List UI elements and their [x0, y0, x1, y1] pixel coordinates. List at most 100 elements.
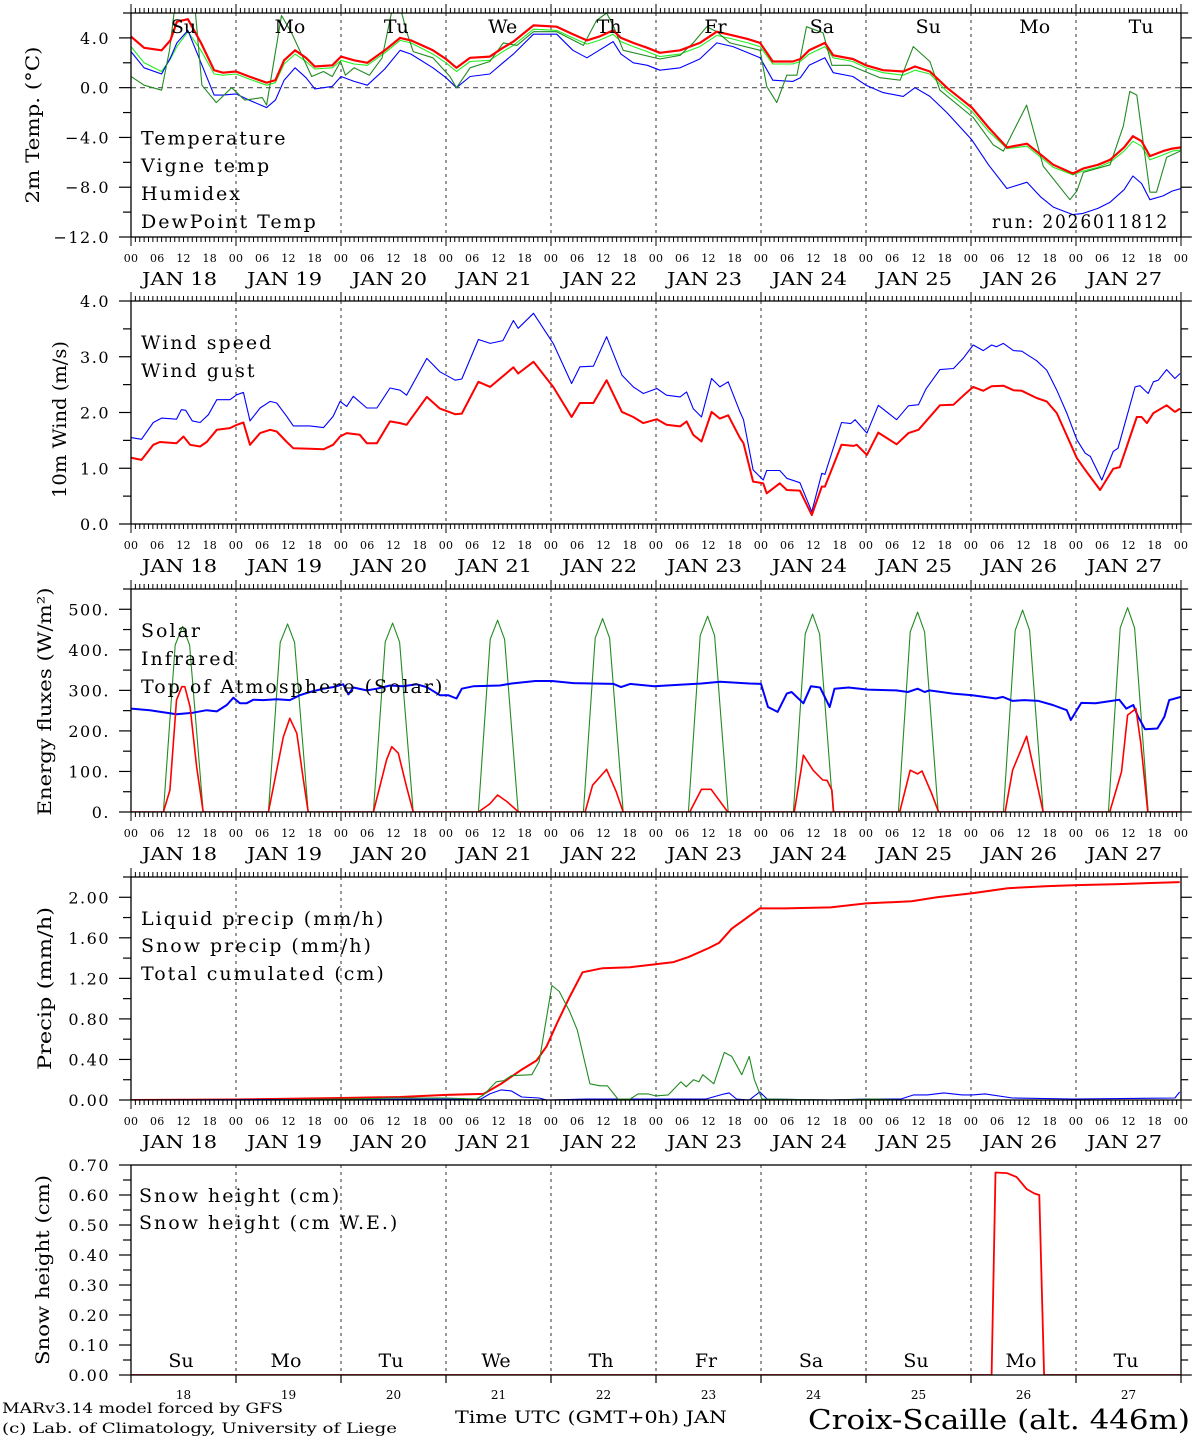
hour-label: 18: [1042, 827, 1057, 840]
y-tick-label: 0.40: [68, 1246, 110, 1265]
series-group: [131, 1171, 1181, 1375]
day-number-label: 26: [1016, 1388, 1031, 1402]
y-tick-label: 400.: [68, 641, 110, 660]
hour-label: 00: [964, 539, 979, 552]
hour-label: 06: [780, 252, 795, 265]
hour-label: 12: [281, 827, 296, 840]
hour-label: 18: [307, 252, 322, 265]
hour-label: 18: [517, 539, 532, 552]
hour-label: 06: [990, 252, 1005, 265]
day-number-label: 21: [491, 1388, 506, 1402]
hour-label: 06: [780, 1115, 795, 1128]
y-tick-label: 0.0: [80, 515, 110, 534]
y-tick-label: 1.20: [68, 969, 110, 988]
hour-label: 18: [727, 252, 742, 265]
hour-label: 00: [229, 1115, 244, 1128]
hour-label: 00: [754, 1115, 769, 1128]
hour-label: 00: [1174, 539, 1189, 552]
hour-label: 12: [1016, 827, 1031, 840]
hour-label: 12: [491, 539, 506, 552]
hour-label: 06: [360, 252, 375, 265]
hour-label: 18: [832, 252, 847, 265]
hour-label: 00: [334, 1115, 349, 1128]
liquid-precip-mm-h-line: [131, 984, 1181, 1100]
y-tick-label: −8.0: [65, 178, 110, 197]
date-label: JAN 21: [455, 1132, 532, 1153]
y-tick-label: 4.0: [80, 292, 110, 311]
date-label: JAN 23: [665, 1132, 742, 1153]
y-tick-label: 500.: [68, 600, 110, 619]
legend-infrared: Infrared: [141, 648, 237, 670]
legend-top-of-atmosphere-solar: Top of Atmosphere (Solar): [141, 676, 444, 698]
hour-label: 06: [885, 252, 900, 265]
hour-label: 12: [491, 252, 506, 265]
hour-label: 12: [1016, 539, 1031, 552]
hour-label: 06: [990, 1115, 1005, 1128]
hour-label: 12: [491, 827, 506, 840]
legend-solar: Solar: [141, 620, 202, 642]
date-label: JAN 25: [875, 844, 952, 865]
hour-label: 18: [202, 252, 217, 265]
hour-label: 00: [1174, 252, 1189, 265]
hour-label: 12: [281, 539, 296, 552]
hour-label: 00: [439, 1115, 454, 1128]
hour-label: 00: [229, 252, 244, 265]
humidex-line: [131, 29, 1181, 216]
hour-label: 12: [596, 539, 611, 552]
hour-label: 06: [990, 539, 1005, 552]
date-label: JAN 25: [875, 556, 952, 577]
legend-temperature: Temperature: [141, 128, 287, 150]
day-number-label: 19: [281, 1388, 296, 1402]
hour-label: 00: [124, 827, 139, 840]
y-tick-label: 0.60: [68, 1186, 110, 1205]
hour-label: 12: [176, 539, 191, 552]
y-tick-label: 300.: [68, 681, 110, 700]
y-tick-label: 0.10: [68, 1336, 110, 1355]
hour-label: 18: [1147, 827, 1162, 840]
hour-label: 12: [1016, 1115, 1031, 1128]
hour-label: 18: [622, 827, 637, 840]
date-label: JAN 27: [1085, 844, 1162, 865]
y-tick-label: 1.60: [68, 929, 110, 948]
weekday-label: Tu: [1114, 1350, 1139, 1372]
hour-label: 18: [517, 827, 532, 840]
hour-label: 18: [937, 252, 952, 265]
date-label: JAN 18: [140, 556, 217, 577]
hour-label: 18: [412, 539, 427, 552]
date-label: JAN 22: [560, 844, 637, 865]
panel-10m-wind-m-s: 4.0 3.0 2.0 1.0 0.0 10m Wind (m/s) Wind speed W…: [49, 292, 1192, 577]
y-tick-label: 0.80: [68, 1010, 110, 1029]
y-axis-label: Snow height (cm): [32, 1175, 54, 1365]
hour-label: 18: [832, 1115, 847, 1128]
hour-label: 06: [1095, 827, 1110, 840]
date-label: JAN 22: [560, 269, 637, 290]
date-label: JAN 26: [980, 1132, 1057, 1153]
date-label: JAN 21: [455, 269, 532, 290]
hour-label: 00: [439, 827, 454, 840]
hour-label: 18: [1042, 539, 1057, 552]
hour-label: 06: [675, 252, 690, 265]
hour-label: 00: [439, 252, 454, 265]
hour-label: 18: [622, 539, 637, 552]
hour-label: 18: [622, 1115, 637, 1128]
hour-label: 06: [360, 1115, 375, 1128]
weekday-label: Mo: [271, 1350, 302, 1372]
y-tick-label: 4.0: [80, 29, 110, 48]
hour-label: 06: [570, 539, 585, 552]
hour-label: 06: [465, 252, 480, 265]
infrared-line: [131, 680, 1181, 731]
hour-label: 06: [885, 539, 900, 552]
y-tick-label: 100.: [68, 763, 110, 782]
weekday-label: Mo: [274, 16, 305, 38]
legend-wind-speed: Wind speed: [141, 332, 273, 354]
hour-label: 18: [202, 539, 217, 552]
hour-label: 12: [596, 827, 611, 840]
date-label: JAN 21: [455, 556, 532, 577]
hour-label: 12: [281, 1115, 296, 1128]
hour-label: 00: [649, 827, 664, 840]
date-label: JAN 24: [770, 844, 847, 865]
hour-label: 00: [124, 539, 139, 552]
hour-label: 06: [1095, 539, 1110, 552]
y-tick-label: −12.0: [53, 228, 110, 247]
day-number-label: 25: [911, 1388, 926, 1402]
